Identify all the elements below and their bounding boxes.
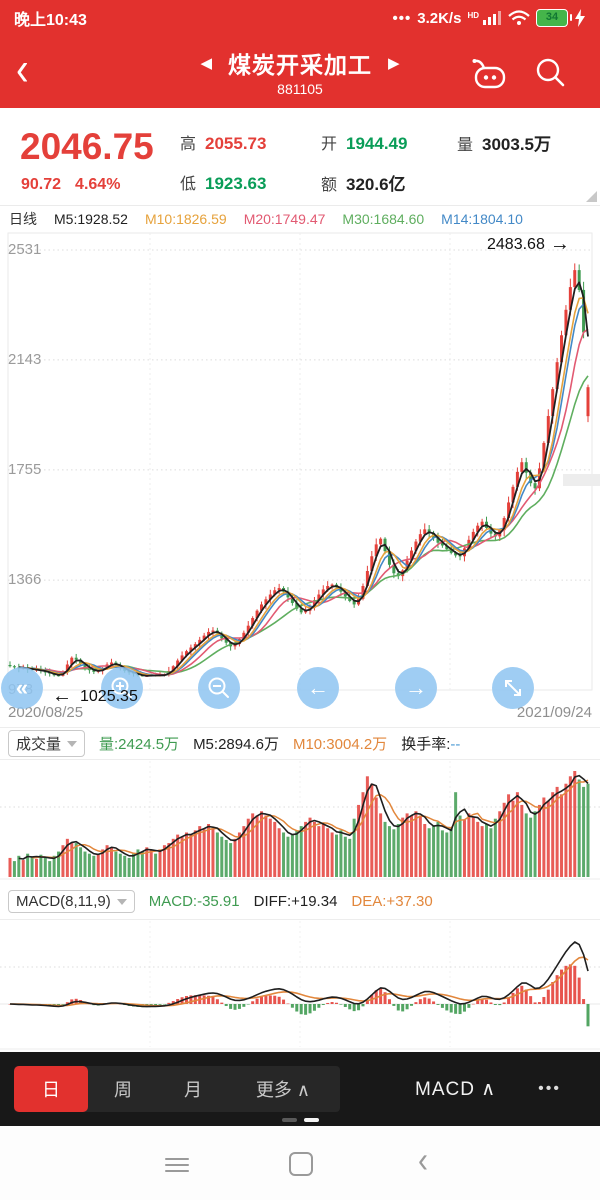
amount-value: 320.6亿 (346, 175, 406, 194)
ma-line (45, 328, 589, 676)
y-axis-label: 1755 (8, 460, 42, 478)
macd-pane-header: MACD(8,11,9) MACD:-35.91 DIFF:+19.34 DEA… (0, 886, 600, 917)
high-label: 高 (180, 136, 197, 153)
search-icon[interactable] (533, 56, 567, 90)
macd-chart[interactable] (0, 919, 600, 1050)
battery-percent: 34 (545, 11, 559, 23)
tab-more[interactable]: 更多 ∧ (255, 1080, 311, 1100)
system-nav-bar: ‹ (0, 1126, 600, 1200)
y-axis-label: 1366 (8, 571, 42, 589)
period-low-annotation: ← 1025.35 (52, 685, 138, 707)
ma30-value: M30:1684.60 (342, 211, 425, 227)
pan-right-button[interactable]: → (395, 667, 437, 709)
macd-value: MACD:-35.91 (148, 893, 240, 910)
period-toolbar: 日 周 月 更多 ∧ MACD ∧ ••• (0, 1052, 600, 1126)
ma-line (18, 774, 589, 860)
expand-button[interactable] (492, 667, 534, 709)
period-tabs: 日 周 月 更多 ∧ (14, 1066, 340, 1112)
ma-line (9, 941, 589, 1008)
tab-day-selected[interactable]: 日 (14, 1066, 88, 1112)
volume-indicator-selector[interactable]: 成交量 (8, 730, 86, 757)
volume-ma10: M10:3004.2万 (292, 736, 388, 753)
macd-hist-layer (8, 964, 590, 1027)
zoom-in-button[interactable] (101, 667, 143, 709)
volume-bars-layer (8, 771, 590, 877)
ma-line (18, 281, 589, 677)
open-label: 开 (321, 136, 338, 153)
y-axis-label: 2143 (8, 350, 42, 368)
hd-badge: HD (467, 11, 479, 20)
signal-icon (483, 11, 501, 25)
dea-value: DEA:+37.30 (351, 893, 433, 910)
scroll-hint-band (563, 474, 600, 486)
ma-indicator-bar: 日线 M5:1928.52 M10:1826.59 M20:1749.47 M3… (0, 206, 600, 232)
tab-month[interactable]: 月 (184, 1080, 202, 1100)
last-price: 2046.75 (20, 126, 154, 167)
pan-left-button[interactable]: ← (297, 667, 339, 709)
macd-indicator-selector[interactable]: MACD(8,11,9) (8, 890, 135, 913)
low-label: 低 (180, 176, 197, 193)
chart-border (7, 232, 593, 691)
low-value: 1923.63 (205, 174, 267, 193)
ma-line (27, 297, 589, 677)
open-value: 1944.49 (346, 134, 408, 153)
volume-ma5: M5:2894.6万 (193, 736, 279, 753)
fast-rewind-button[interactable]: « (1, 667, 43, 709)
volume-chart[interactable] (0, 759, 600, 880)
expand-quote-handle[interactable] (586, 191, 597, 202)
diff-value: DIFF:+19.34 (253, 893, 338, 910)
candles-layer (8, 263, 590, 677)
ma14-value: M14:1804.10 (441, 211, 523, 227)
wifi-icon (508, 10, 530, 25)
network-dots-icon: ••• (392, 9, 412, 27)
price-change: 90.72 4.64% (21, 176, 121, 193)
ma10-value: M10:1826.59 (144, 211, 227, 227)
quote-panel: 2046.75 90.72 4.64% 高 2055.73 低 1923.63 开 19… (0, 108, 600, 206)
more-menu-icon[interactable]: ••• (538, 1080, 561, 1097)
dropdown-caret-icon (116, 898, 127, 905)
period-high-annotation: 2483.68 → (487, 233, 570, 255)
battery-icon: 34 (536, 9, 572, 27)
page-title: 煤炭开采加工 (228, 52, 372, 78)
recents-icon[interactable] (165, 1154, 189, 1176)
volume-pane-header: 成交量 量:2424.5万 M5:2894.6万 M10:3004.2万 换手率… (0, 728, 600, 759)
zoom-out-button[interactable] (198, 667, 240, 709)
page-indicator (0, 1118, 600, 1126)
indicator-switch[interactable]: MACD ∧ (415, 1078, 497, 1100)
charging-bolt-icon (575, 9, 585, 27)
status-bar: 晚上10:43 ••• 3.2K/s HD 34 (0, 0, 600, 36)
candlestick-chart[interactable] (0, 230, 600, 700)
tab-week[interactable]: 周 (114, 1080, 132, 1100)
network-speed: 3.2K/s (417, 9, 462, 27)
turnover: 换手率:-- (401, 736, 461, 753)
period-label: 日线 (9, 211, 37, 227)
volume-value: 3003.5万 (482, 135, 552, 154)
home-icon[interactable] (289, 1152, 313, 1176)
next-stock-arrow[interactable]: ▶ (388, 55, 400, 72)
prev-stock-arrow[interactable]: ◀ (200, 55, 212, 72)
volume-label: 量 (457, 137, 474, 154)
assistant-robot-icon[interactable] (470, 56, 510, 90)
max-arrow-icon: → (549, 233, 570, 255)
stock-code: 881105 (277, 81, 323, 97)
ma20-value: M20:1749.47 (243, 211, 326, 227)
clock: 晚上10:43 (14, 12, 87, 29)
main-chart-area: 2531214317551366978 2483.68→ ←1025.35 «←… (0, 230, 600, 709)
dropdown-caret-icon (67, 740, 78, 747)
volume-current: 量:2424.5万 (99, 736, 180, 753)
high-value: 2055.73 (205, 134, 267, 153)
y-axis-label: 2531 (8, 241, 42, 258)
end-date: 2021/09/24 (516, 704, 592, 721)
amount-label: 额 (321, 177, 338, 194)
ma5-value: M5:1928.52 (54, 211, 128, 227)
nav-header: ‹ ◀ 煤炭开采加工 ▶ 881105 (0, 36, 600, 108)
min-arrow-icon: ← (52, 685, 72, 707)
back-button[interactable]: ‹ (16, 43, 29, 97)
nav-back-icon[interactable]: ‹ (418, 1140, 428, 1181)
